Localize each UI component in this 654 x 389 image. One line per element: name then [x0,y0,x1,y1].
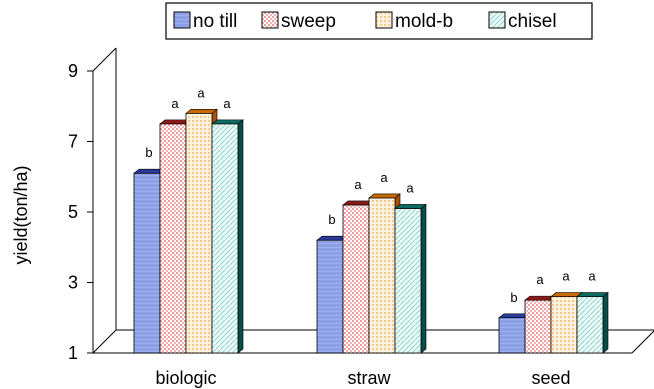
bar-top [368,193,401,199]
bar-top [576,292,609,297]
data-label: b [328,212,335,227]
data-label: a [406,180,414,195]
bar-top [185,109,218,114]
bars: b a a a b a a a b a a a [133,85,609,354]
legend: no till sweep mold-b chisel [165,2,593,40]
bar-front [159,123,187,354]
y-tick-label: 1 [68,343,78,363]
legend-label: chisel [508,11,557,32]
data-label: a [171,96,179,111]
y-tick-label: 7 [68,132,78,152]
bar-front [498,317,526,354]
data-label: a [223,96,231,111]
bar-front [342,204,370,354]
legend-swatch [488,11,506,29]
data-label: a [562,269,570,284]
legend-item: no till [173,11,237,32]
bar: a [576,269,609,354]
bar-front [211,123,239,354]
y-tick-label: 3 [68,273,78,293]
bar-top [211,119,244,125]
category-label: biologic [155,368,216,388]
bar-front [576,296,604,354]
category-labels: biologic straw seed [155,368,570,388]
y-axis-label: yield(ton/ha) [11,165,31,264]
y-tick-label: 9 [68,61,78,81]
legend-label: no till [193,11,237,32]
data-label: a [354,177,362,192]
data-label: a [536,272,544,287]
bar-front [368,197,396,354]
bar-front [133,172,161,354]
y-tick-label: 5 [68,202,78,222]
bar: a [394,180,427,354]
bar: a [211,96,244,354]
category-label: seed [531,368,570,388]
data-label: a [380,170,388,185]
y-axis-ticks: 1 3 5 7 9 [68,61,93,363]
bar-side [237,119,244,354]
bar-side [420,203,427,354]
bar-front [394,208,422,354]
bar-front [524,299,552,354]
category-label: straw [347,368,391,388]
legend-item: chisel [488,11,557,32]
data-label: b [510,290,517,305]
bar-front [316,239,344,354]
legend-swatch [375,11,393,29]
y-axis-top-edge [92,47,117,72]
legend-label: mold-b [395,11,453,32]
legend-label: sweep [281,11,336,32]
data-label: a [588,269,596,284]
legend-swatch [173,11,191,29]
bar-side [602,291,609,354]
legend-swatch [261,11,279,29]
bar-front [185,112,213,354]
data-label: b [145,145,152,160]
floor-right [631,330,654,354]
legend-item: sweep [261,11,336,32]
bar-front [550,296,578,354]
data-label: a [197,85,205,100]
legend-item: mold-b [375,11,453,32]
bar-top [394,204,427,209]
